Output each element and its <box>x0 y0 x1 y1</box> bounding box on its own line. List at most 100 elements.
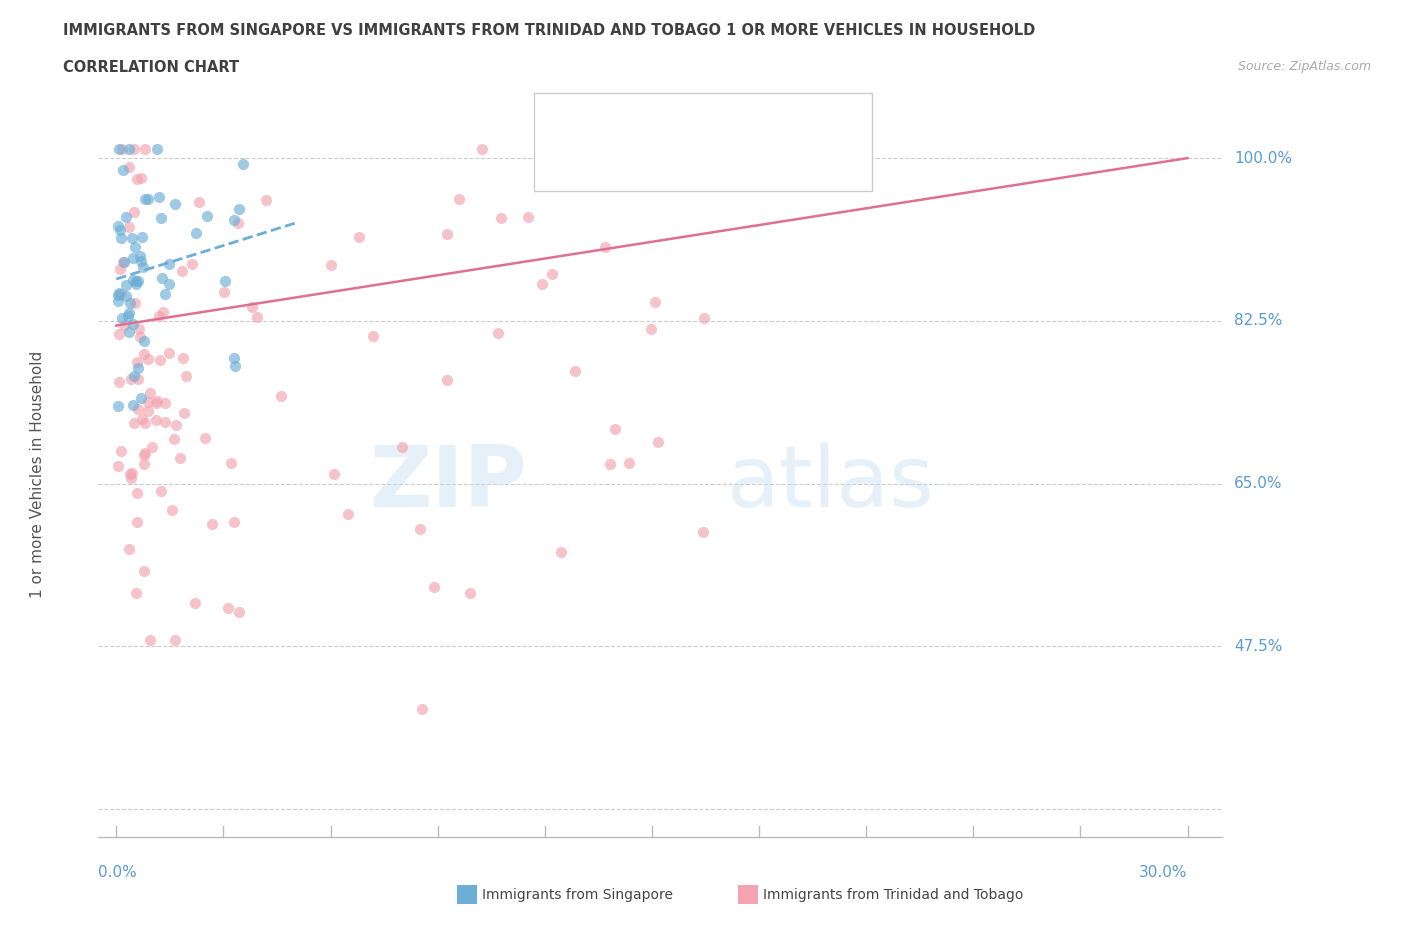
Point <box>132 564 155 578</box>
Point <box>108 141 131 156</box>
Point <box>155 395 177 410</box>
Point <box>180 256 202 271</box>
Point <box>125 515 148 530</box>
Point <box>436 227 458 242</box>
Point <box>107 458 129 473</box>
Point <box>228 202 250 217</box>
Point <box>163 432 186 446</box>
Point <box>115 277 138 292</box>
Point <box>173 405 195 420</box>
Point <box>246 310 269 325</box>
Point <box>108 375 131 390</box>
Point <box>323 467 346 482</box>
Text: 30.0%: 30.0% <box>1139 865 1188 880</box>
Point <box>224 514 246 529</box>
Point <box>617 456 640 471</box>
Point <box>108 262 131 277</box>
Point <box>336 507 359 522</box>
Point <box>224 359 246 374</box>
Point <box>125 276 148 291</box>
Point <box>347 230 370 245</box>
Point <box>149 484 172 498</box>
Point <box>174 369 197 384</box>
Point <box>157 257 180 272</box>
Point <box>232 156 254 171</box>
Point <box>214 274 236 289</box>
Point <box>131 170 153 185</box>
Point <box>127 273 149 288</box>
Point <box>128 329 150 344</box>
Point <box>644 295 666 310</box>
Point <box>121 250 143 265</box>
Point <box>111 311 134 325</box>
Point <box>163 632 186 647</box>
Text: Immigrants from Singapore: Immigrants from Singapore <box>482 887 673 902</box>
Point <box>122 416 145 431</box>
Point <box>117 306 139 321</box>
Point <box>112 254 135 269</box>
Point <box>148 190 170 205</box>
Point <box>121 465 143 480</box>
Point <box>136 404 159 418</box>
Point <box>117 308 139 323</box>
Point <box>152 304 174 319</box>
Point <box>107 399 129 414</box>
Point <box>139 632 162 647</box>
Point <box>541 267 564 282</box>
Point <box>222 351 245 365</box>
Text: IMMIGRANTS FROM SINGAPORE VS IMMIGRANTS FROM TRINIDAD AND TOBAGO 1 OR MORE VEHIC: IMMIGRANTS FROM SINGAPORE VS IMMIGRANTS … <box>63 23 1036 38</box>
Point <box>122 205 145 219</box>
Point <box>107 287 129 302</box>
Point <box>118 325 141 339</box>
Point <box>184 596 207 611</box>
Point <box>145 412 167 427</box>
Point <box>120 472 142 486</box>
Point <box>363 328 385 343</box>
Point <box>111 162 134 177</box>
Point <box>127 485 149 500</box>
Point <box>217 601 239 616</box>
Point <box>125 172 148 187</box>
Text: R =  0.098   N = 112: R = 0.098 N = 112 <box>589 142 789 161</box>
Point <box>516 210 538 225</box>
Point <box>270 389 292 404</box>
Point <box>118 467 141 482</box>
Point <box>134 447 156 462</box>
Point <box>122 141 145 156</box>
Text: CORRELATION CHART: CORRELATION CHART <box>63 60 239 75</box>
Point <box>157 346 180 361</box>
Text: 1 or more Vehicles in Household: 1 or more Vehicles in Household <box>30 351 45 598</box>
Point <box>146 141 169 156</box>
Point <box>221 456 243 471</box>
Point <box>195 208 218 223</box>
Point <box>131 230 153 245</box>
Point <box>436 373 458 388</box>
Point <box>110 231 132 246</box>
Point <box>707 141 730 156</box>
Point <box>108 326 131 341</box>
Point <box>127 361 149 376</box>
Point <box>110 444 132 458</box>
Point <box>254 193 277 207</box>
Point <box>132 260 155 275</box>
Point <box>640 321 662 336</box>
Point <box>125 585 148 600</box>
Point <box>134 446 156 461</box>
Point <box>117 141 139 156</box>
Point <box>214 285 236 299</box>
Point <box>647 434 669 449</box>
Point <box>172 351 194 365</box>
Point <box>128 322 150 337</box>
Text: R =  0.191   N = 54: R = 0.191 N = 54 <box>589 105 779 124</box>
Point <box>423 580 446 595</box>
Point <box>127 372 149 387</box>
Text: atlas: atlas <box>727 442 935 525</box>
Point <box>172 264 194 279</box>
Point <box>136 192 159 206</box>
Point <box>155 415 177 430</box>
Point <box>471 141 494 156</box>
Point <box>201 517 224 532</box>
Point <box>391 440 413 455</box>
Point <box>145 395 167 410</box>
Point <box>449 192 471 206</box>
